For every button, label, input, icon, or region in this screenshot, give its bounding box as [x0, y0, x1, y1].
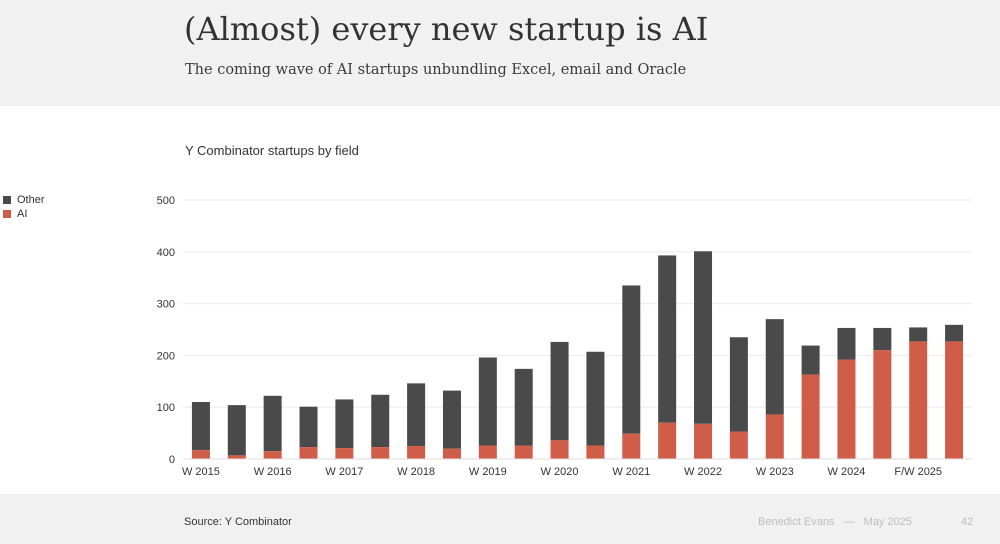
- bar-other-w-2017: [335, 399, 354, 449]
- bar-other-s-2016: [299, 406, 318, 448]
- bar-ai-w-2024: [837, 359, 856, 459]
- bar-ai-s-2025: [945, 341, 964, 459]
- y-tick-label-200: 200: [157, 350, 175, 362]
- y-tick-label-500: 500: [157, 195, 175, 207]
- bar-ai-f-w-2025: [909, 341, 928, 459]
- bar-ai-w-2015: [191, 450, 210, 459]
- bar-other-s-2017: [371, 394, 390, 448]
- bar-ai-s-2020: [586, 445, 605, 459]
- legend-label-ai: AI: [17, 208, 28, 220]
- bar-ai-s-2022: [729, 431, 748, 459]
- footer-date: May 2025: [863, 516, 912, 528]
- bar-other-s-2019: [514, 368, 533, 446]
- x-tick-label-w-2019: W 2019: [469, 466, 507, 478]
- y-tick-label-100: 100: [157, 402, 175, 414]
- bar-other-w-2016: [263, 395, 282, 452]
- page-number: 42: [960, 516, 974, 528]
- bar-chart: 0 100 200 300 400 500 W 2015 W 2016 W 2017 W 2018…: [157, 195, 972, 478]
- bar-other-w-2018: [407, 383, 426, 447]
- bar-ai-s-2021: [658, 422, 677, 459]
- chart-title: Y Combinator startups by field: [185, 143, 359, 158]
- bar-other-s-2024: [873, 327, 892, 351]
- footer-bar: Source: Y Combinator Benedict Evans — Ma…: [0, 494, 1000, 544]
- y-tick-label-400: 400: [157, 247, 175, 259]
- bar-other-s-2021: [658, 255, 677, 423]
- bar-ai-s-2017: [371, 447, 390, 459]
- bar-other-s-2020: [586, 351, 605, 446]
- bar-ai-w-2020: [550, 440, 569, 459]
- page-title: (Almost) every new startup is AI: [184, 10, 709, 48]
- bar-other-s-2025: [945, 324, 964, 342]
- legend-label-other: Other: [17, 194, 45, 206]
- x-tick-label-f-w-2025: F/W 2025: [894, 466, 942, 478]
- author-name: Benedict Evans: [758, 516, 835, 528]
- bar-ai-w-2021: [622, 433, 641, 459]
- x-tick-label-w-2020: W 2020: [541, 466, 579, 478]
- bar-other-w-2019: [478, 357, 497, 446]
- bar-other-w-2024: [837, 327, 856, 360]
- bar-other-s-2023: [801, 345, 820, 375]
- bar-other-s-2018: [442, 390, 461, 449]
- header-banner: (Almost) every new startup is AI The com…: [0, 0, 1000, 106]
- bar-ai-s-2018: [442, 448, 461, 459]
- legend-swatch-other: [3, 196, 11, 204]
- chart-legend: Other AI: [3, 193, 45, 221]
- x-tick-label-w-2015: W 2015: [182, 466, 220, 478]
- y-tick-label-300: 300: [157, 299, 175, 311]
- bar-ai-w-2017: [335, 448, 354, 459]
- page-subtitle: The coming wave of AI startups unbundlin…: [185, 62, 687, 78]
- bar-other-s-2015: [227, 405, 246, 456]
- x-tick-label-w-2022: W 2022: [684, 466, 722, 478]
- bar-ai-w-2019: [478, 445, 497, 459]
- bar-ai-s-2023: [801, 374, 820, 459]
- bar-ai-s-2015: [227, 455, 246, 459]
- bar-ai-w-2018: [407, 446, 426, 459]
- x-tick-label-w-2023: W 2023: [756, 466, 794, 478]
- bar-ai-s-2024: [873, 350, 892, 459]
- y-tick-label-0: 0: [169, 454, 175, 466]
- bar-other-w-2020: [550, 341, 569, 441]
- footer-dash: —: [843, 516, 855, 528]
- bar-ai-w-2016: [263, 451, 282, 459]
- legend-item-other: Other: [3, 193, 45, 207]
- bar-other-w-2015: [191, 402, 210, 451]
- bar-other-f-w-2025: [909, 327, 928, 342]
- source-note: Source: Y Combinator: [184, 516, 292, 528]
- legend-swatch-ai: [3, 210, 11, 218]
- x-tick-label-w-2021: W 2021: [612, 466, 650, 478]
- bar-other-w-2021: [622, 285, 641, 434]
- x-tick-label-w-2017: W 2017: [325, 466, 363, 478]
- legend-item-ai: AI: [3, 207, 45, 221]
- footer-credits: Benedict Evans — May 2025 42: [758, 516, 979, 528]
- x-tick-label-w-2016: W 2016: [254, 466, 292, 478]
- bar-ai-s-2019: [514, 445, 533, 459]
- bar-other-w-2022: [694, 251, 713, 424]
- bar-ai-w-2023: [765, 414, 784, 459]
- x-tick-label-w-2024: W 2024: [828, 466, 866, 478]
- bar-ai-w-2022: [694, 423, 713, 459]
- bar-other-s-2022: [729, 337, 748, 432]
- x-tick-label-w-2018: W 2018: [397, 466, 435, 478]
- bar-ai-s-2016: [299, 447, 318, 459]
- bar-other-w-2023: [765, 319, 784, 415]
